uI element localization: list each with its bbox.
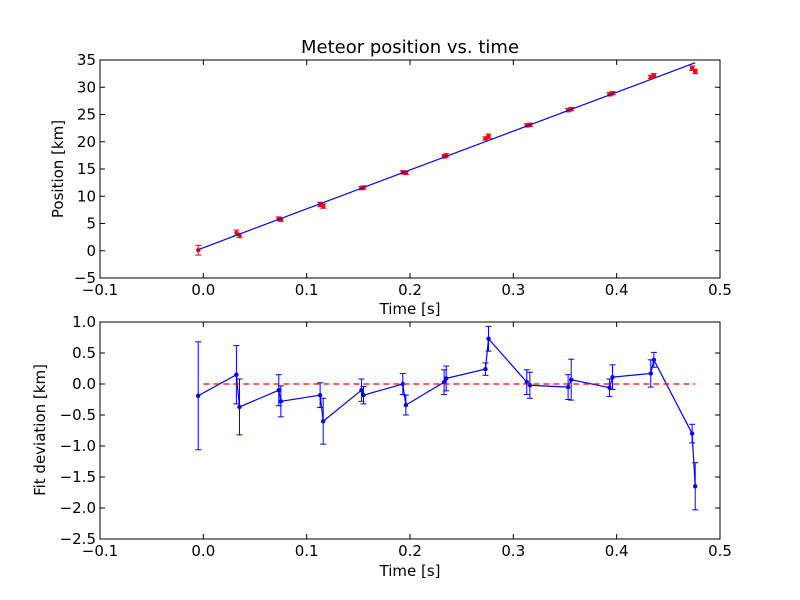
data-point	[195, 393, 201, 398]
data-point	[483, 366, 488, 372]
y-tick-label: 30	[77, 78, 96, 96]
y-tick-label: 1.0	[72, 313, 96, 331]
y-tick-label: 0.0	[72, 375, 96, 393]
data-point	[441, 379, 447, 385]
data-point	[693, 69, 698, 74]
data-point	[321, 203, 326, 209]
y-tick-label: 0.5	[72, 344, 96, 362]
data-point	[565, 384, 571, 390]
position-tick-layer: −0.1 0.0 0.1 0.2 0.3 0.4 0.5 −5 0 5 10 15 20 25 30 35	[74, 51, 732, 299]
deviation-tick-layer: −0.1 0.0 0.1 0.2 0.3 0.4 0.5 −2.5 −2.0 −1.5 −1.0 −0…	[60, 313, 732, 560]
deviation-panel: −0.1 0.0 0.1 0.2 0.3 0.4 0.5 −2.5 −2.0 −1.5 −1.0 −0…	[31, 313, 732, 580]
data-point	[610, 374, 615, 380]
data-point	[651, 357, 657, 363]
data-point	[689, 431, 695, 436]
x-tick-label: 0.3	[501, 542, 525, 560]
data-point	[237, 404, 242, 410]
data-point	[278, 399, 284, 404]
x-tick-label: 0.5	[708, 281, 732, 299]
x-axis-label: Time [s]	[379, 562, 441, 580]
x-tick-label: 0.1	[295, 542, 319, 560]
x-tick-label: 0.2	[398, 542, 422, 560]
y-axis-label: Fit deviation [km]	[31, 364, 49, 496]
data-point	[400, 381, 405, 387]
y-tick-label: 5	[86, 215, 96, 233]
data-point	[234, 230, 239, 235]
chart-title: Meteor position vs. time	[301, 37, 519, 58]
y-tick-label: −0.5	[60, 406, 96, 424]
data-point	[486, 336, 491, 341]
data-point	[651, 73, 657, 78]
y-tick-label: −1.0	[60, 437, 96, 455]
data-point	[648, 371, 653, 376]
x-tick-label: 0.3	[501, 281, 525, 299]
y-tick-label: −2.5	[60, 530, 96, 548]
x-tick-label: 0.0	[191, 542, 215, 560]
position-panel: Meteor position vs. time −0.1 0.0 0.1 0.2 0.…	[49, 37, 732, 318]
x-tick-label: 0.1	[295, 281, 319, 299]
data-point	[569, 377, 574, 382]
y-axis-label: Position [km]	[49, 120, 67, 218]
x-tick-label: −0.1	[82, 281, 118, 299]
y-tick-label: 10	[77, 187, 96, 205]
data-point	[317, 392, 323, 398]
x-tick-label: 0.4	[605, 281, 629, 299]
data-point	[483, 136, 488, 141]
data-point	[234, 372, 239, 377]
data-point	[607, 385, 612, 390]
data-point	[321, 419, 326, 424]
y-tick-label: 25	[77, 106, 96, 124]
y-tick-label: −5	[74, 269, 96, 287]
deviation-data-layer	[195, 325, 699, 511]
y-tick-label: −1.5	[60, 468, 96, 486]
y-tick-label: 35	[77, 51, 96, 69]
y-tick-label: 0	[86, 242, 96, 260]
data-point	[693, 484, 698, 489]
x-axis-label: Time [s]	[379, 300, 441, 318]
x-tick-label: 0.0	[191, 281, 215, 299]
fit-line	[197, 62, 696, 251]
data-point	[361, 392, 366, 398]
data-point	[359, 388, 364, 393]
data-point	[524, 379, 529, 385]
data-point	[486, 134, 491, 139]
y-tick-label: 15	[77, 160, 96, 178]
x-tick-label: −0.1	[82, 542, 118, 560]
x-tick-label: 0.4	[605, 542, 629, 560]
position-data-layer	[195, 62, 699, 256]
data-point	[403, 402, 409, 408]
x-tick-label: 0.5	[708, 542, 732, 560]
x-tick-label: 0.2	[398, 281, 422, 299]
y-tick-label: 20	[77, 133, 96, 151]
data-point	[443, 376, 449, 381]
y-tick-label: −2.0	[60, 499, 96, 517]
data-point	[276, 388, 281, 393]
